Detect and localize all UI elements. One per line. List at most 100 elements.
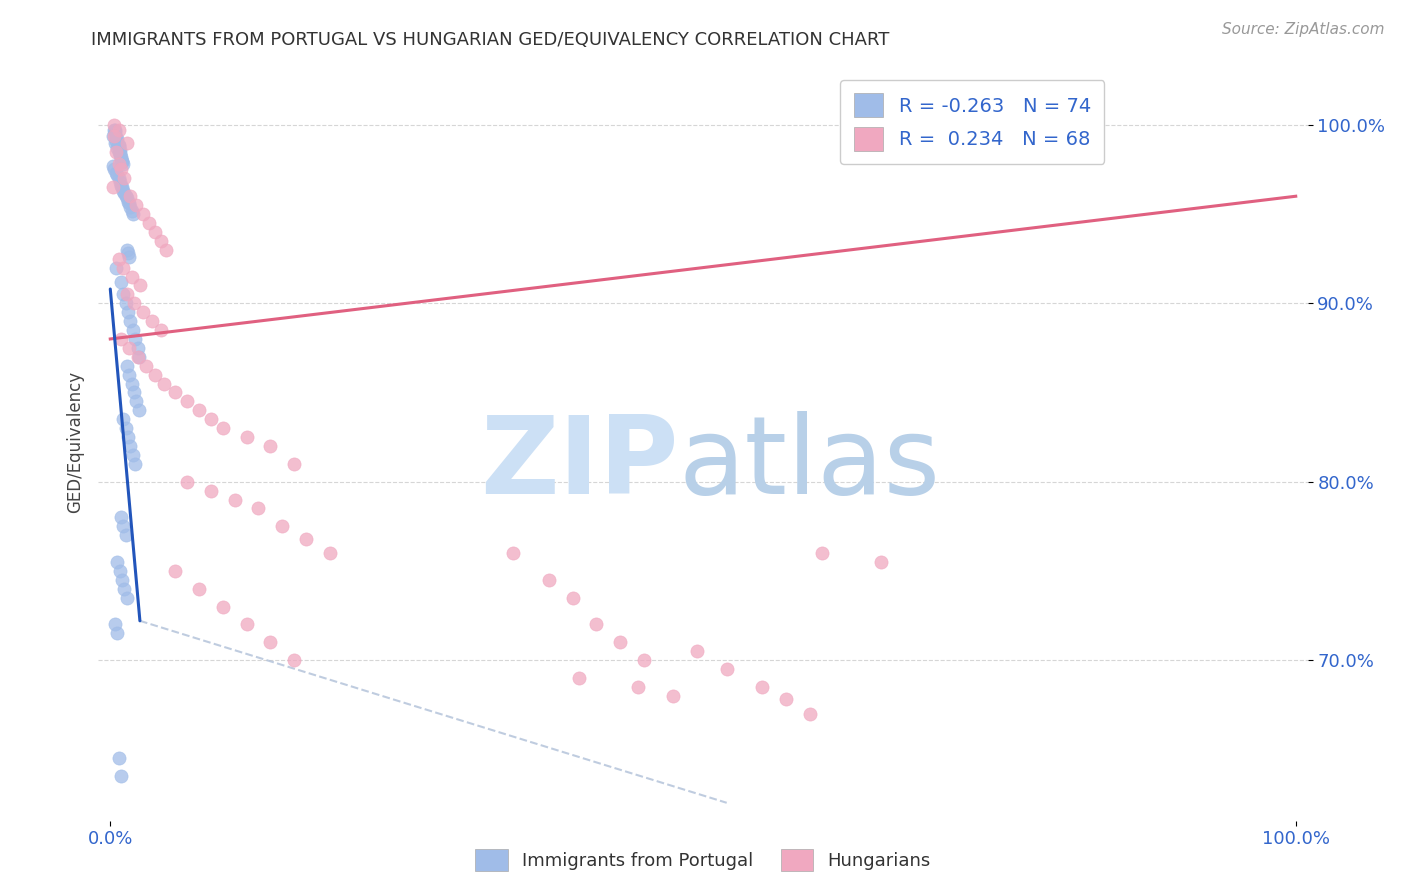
Point: [110, 178, 132, 193]
Point: [108, 143, 131, 157]
Point: [103, 123, 125, 137]
Point: [111, 180, 134, 194]
Point: [107, 171, 129, 186]
Point: [662, 689, 685, 703]
Point: [105, 260, 128, 275]
Point: [224, 492, 246, 507]
Point: [247, 501, 270, 516]
Point: [502, 546, 524, 560]
Point: [105, 166, 128, 180]
Point: [112, 260, 135, 275]
Point: [128, 403, 150, 417]
Point: [271, 519, 294, 533]
Point: [107, 123, 129, 137]
Point: [165, 564, 187, 578]
Point: [127, 350, 149, 364]
Point: [121, 203, 143, 218]
Point: [107, 252, 129, 266]
Point: [129, 278, 152, 293]
Point: [188, 403, 211, 417]
Point: [117, 194, 139, 209]
Point: [121, 269, 143, 284]
Point: [104, 617, 127, 632]
Point: [103, 162, 125, 177]
Point: [114, 189, 136, 203]
Point: [132, 305, 155, 319]
Point: [105, 626, 128, 640]
Point: [128, 350, 150, 364]
Point: [110, 510, 132, 524]
Point: [869, 555, 891, 569]
Point: [150, 234, 173, 248]
Point: [135, 359, 157, 373]
Point: [212, 421, 235, 435]
Point: [114, 582, 136, 596]
Point: [114, 186, 136, 200]
Point: [114, 421, 136, 435]
Point: [107, 139, 129, 153]
Point: [117, 430, 139, 444]
Point: [716, 662, 738, 676]
Point: [103, 118, 125, 132]
Point: [108, 148, 131, 162]
Point: [259, 635, 281, 649]
Point: [105, 555, 128, 569]
Point: [118, 341, 141, 355]
Point: [115, 359, 138, 373]
Point: [124, 332, 146, 346]
Point: [295, 532, 318, 546]
Point: [111, 573, 134, 587]
Point: [188, 582, 211, 596]
Point: [117, 246, 139, 260]
Text: atlas: atlas: [679, 411, 941, 517]
Point: [143, 225, 166, 239]
Point: [120, 189, 142, 203]
Point: [118, 250, 141, 264]
Point: [127, 341, 149, 355]
Point: [112, 519, 135, 533]
Point: [165, 385, 187, 400]
Point: [114, 296, 136, 310]
Point: [110, 162, 132, 177]
Point: [155, 243, 177, 257]
Point: [283, 653, 305, 667]
Point: [101, 128, 124, 143]
Point: [259, 439, 281, 453]
Y-axis label: GED/Equivalency: GED/Equivalency: [66, 370, 84, 513]
Point: [121, 207, 143, 221]
Legend: R = -0.263   N = 74, R =  0.234   N = 68: R = -0.263 N = 74, R = 0.234 N = 68: [841, 79, 1104, 164]
Point: [235, 430, 257, 444]
Point: [101, 180, 124, 194]
Point: [104, 136, 127, 150]
Point: [108, 564, 131, 578]
Point: [585, 617, 607, 632]
Point: [112, 157, 135, 171]
Point: [132, 207, 155, 221]
Point: [108, 175, 131, 189]
Point: [112, 412, 135, 426]
Text: ZIP: ZIP: [481, 411, 679, 517]
Point: [125, 198, 148, 212]
Point: [108, 146, 131, 161]
Point: [105, 145, 128, 159]
Point: [212, 599, 235, 614]
Point: [110, 332, 132, 346]
Point: [105, 141, 128, 155]
Point: [105, 132, 128, 146]
Point: [125, 394, 148, 409]
Point: [150, 323, 173, 337]
Point: [115, 287, 138, 301]
Point: [115, 136, 138, 150]
Point: [101, 159, 124, 173]
Point: [105, 168, 128, 182]
Point: [120, 314, 142, 328]
Point: [117, 305, 139, 319]
Point: [110, 150, 132, 164]
Point: [107, 145, 129, 159]
Point: [115, 591, 138, 605]
Point: [104, 125, 127, 139]
Point: [200, 412, 222, 426]
Point: [283, 457, 305, 471]
Point: [112, 184, 135, 198]
Point: [138, 216, 160, 230]
